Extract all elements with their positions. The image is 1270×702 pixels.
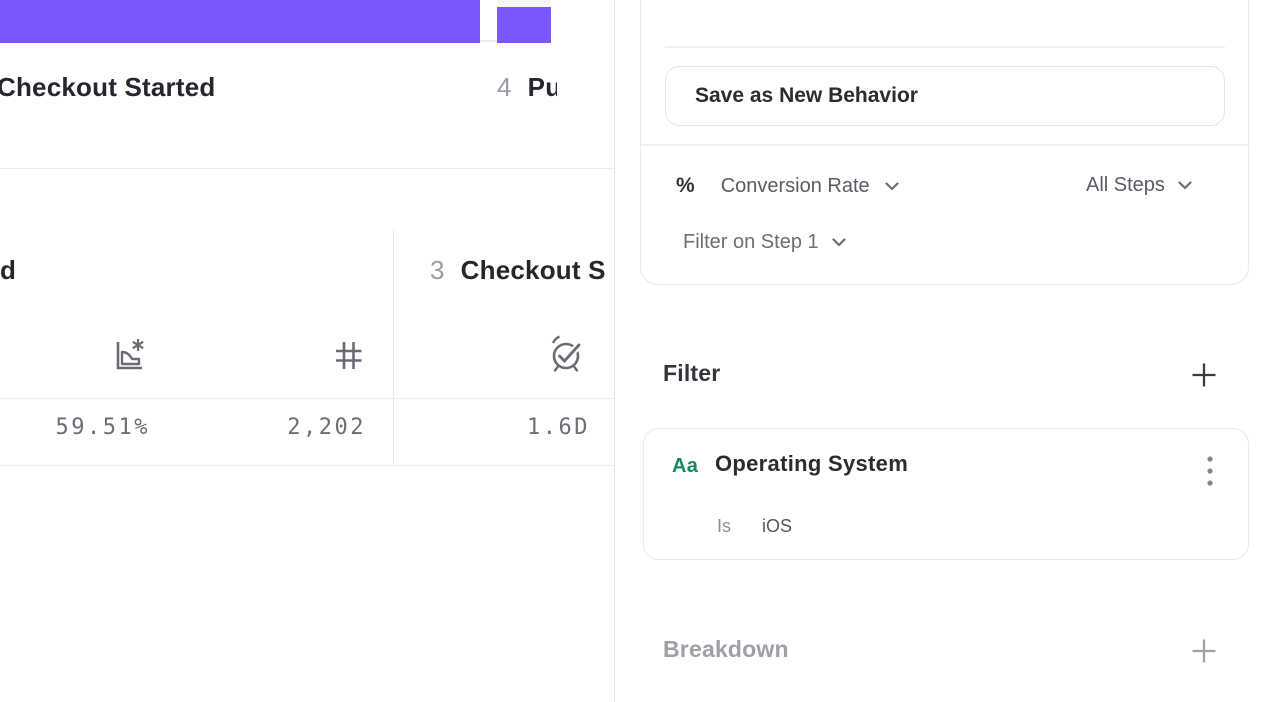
value-time-to-convert: 1.6D bbox=[527, 415, 590, 440]
funnel-bar-step4[interactable] bbox=[497, 7, 551, 43]
step-3-number: 3 bbox=[430, 255, 445, 285]
step-3-name: Checkout S bbox=[460, 255, 606, 285]
funnel-bar-step4-remainder bbox=[497, 0, 551, 7]
card-section-divider bbox=[641, 144, 1249, 146]
chevron-down-icon bbox=[1178, 181, 1192, 190]
add-breakdown-button[interactable] bbox=[1190, 637, 1218, 665]
filter-card[interactable] bbox=[643, 428, 1249, 560]
section-divider bbox=[0, 168, 614, 169]
funnel-bar-connector bbox=[480, 40, 497, 42]
column-divider bbox=[393, 230, 394, 466]
filter-on-step-label: Filter on Step 1 bbox=[683, 231, 819, 253]
chevron-down-icon bbox=[885, 181, 899, 190]
panel-divider bbox=[614, 0, 615, 702]
step-4-name: Pu bbox=[527, 72, 557, 102]
percent-icon: % bbox=[676, 174, 695, 197]
filter-on-step-dropdown[interactable]: Filter on Step 1 bbox=[683, 231, 846, 254]
all-steps-label: All Steps bbox=[1086, 174, 1165, 196]
step-label-checkout-started[interactable]: Checkout Started bbox=[0, 72, 216, 102]
value-conversion-rate: 59.51% bbox=[55, 415, 150, 440]
save-as-new-behavior-button[interactable]: Save as New Behavior bbox=[665, 66, 1225, 126]
count-metric-icon bbox=[332, 339, 365, 377]
filter-property-name[interactable]: Operating System bbox=[715, 451, 909, 476]
chevron-down-icon bbox=[832, 238, 846, 247]
plus-icon bbox=[1192, 363, 1216, 387]
string-property-type-icon: Aa bbox=[672, 455, 699, 477]
metric-type-label: Conversion Rate bbox=[720, 174, 870, 197]
filter-section-heading: Filter bbox=[663, 360, 721, 386]
funnel-bar-step1[interactable] bbox=[0, 0, 480, 43]
breakdown-section-heading: Breakdown bbox=[663, 636, 789, 662]
plus-icon bbox=[1192, 639, 1216, 663]
filter-menu-button[interactable] bbox=[1200, 452, 1220, 492]
step-label-4[interactable]: 4 Pu bbox=[497, 72, 557, 103]
step-label-3[interactable]: 3 Checkout S bbox=[430, 255, 614, 286]
conversion-rate-metric-icon bbox=[111, 337, 147, 379]
step-label-2-fragment[interactable]: d bbox=[0, 255, 17, 285]
filter-value[interactable]: iOS bbox=[762, 516, 793, 536]
table-row-divider-bottom bbox=[0, 465, 614, 466]
filter-operator[interactable]: Is bbox=[717, 516, 732, 536]
metric-type-dropdown[interactable]: % Conversion Rate bbox=[676, 174, 899, 198]
value-count: 2,202 bbox=[287, 415, 366, 440]
time-to-convert-metric-icon bbox=[546, 333, 590, 382]
table-row-divider bbox=[0, 398, 614, 399]
all-steps-dropdown[interactable]: All Steps bbox=[1086, 174, 1192, 197]
save-button-label: Save as New Behavior bbox=[695, 84, 918, 107]
add-filter-button[interactable] bbox=[1190, 361, 1218, 389]
card-inner-divider bbox=[665, 46, 1225, 48]
step-4-number: 4 bbox=[497, 72, 512, 102]
kebab-icon bbox=[1207, 456, 1213, 486]
